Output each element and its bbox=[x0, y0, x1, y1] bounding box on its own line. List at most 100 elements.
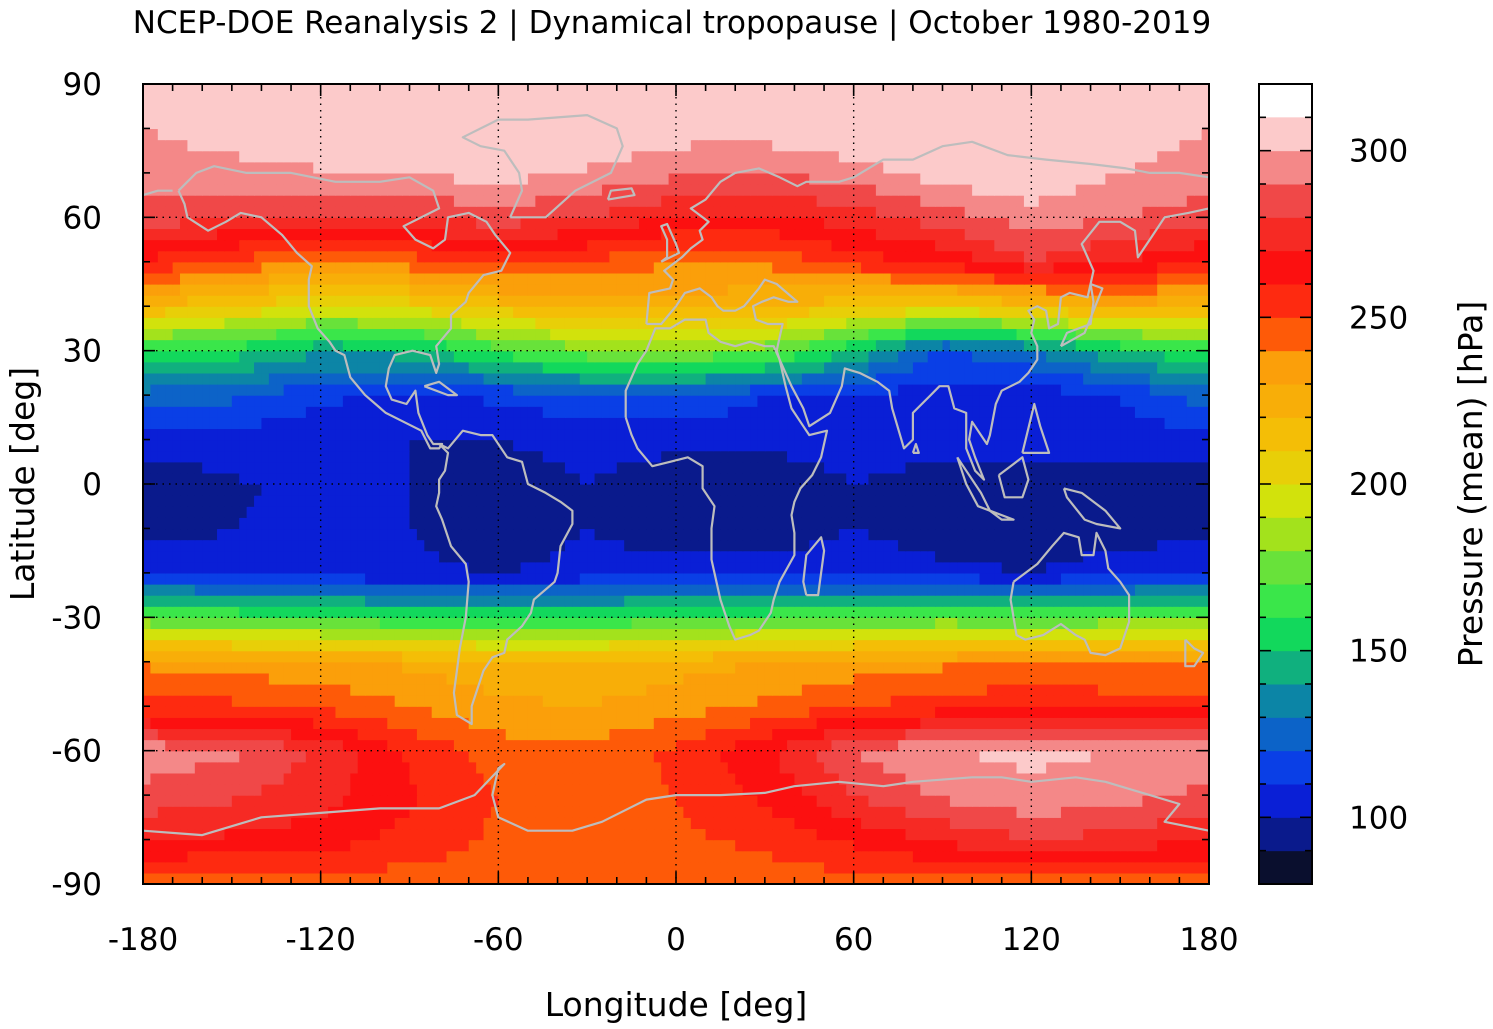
heatmap-cell bbox=[838, 639, 847, 652]
heatmap-cell bbox=[357, 728, 366, 741]
heatmap-cell bbox=[513, 728, 522, 741]
heatmap-cell bbox=[646, 506, 655, 518]
heatmap-cell bbox=[1083, 517, 1092, 530]
heatmap-cell bbox=[483, 584, 492, 596]
heatmap-cell bbox=[1157, 695, 1166, 707]
heatmap-cell bbox=[1009, 661, 1018, 674]
heatmap-cell bbox=[646, 639, 655, 652]
heatmap-cell bbox=[779, 706, 788, 718]
heatmap-cell bbox=[572, 817, 581, 830]
heatmap-cell bbox=[328, 728, 337, 741]
heatmap-cell bbox=[787, 684, 796, 696]
heatmap-cell bbox=[180, 639, 189, 652]
heatmap-cell bbox=[468, 684, 477, 696]
heatmap-cell bbox=[594, 495, 603, 507]
heatmap-cell bbox=[461, 728, 470, 741]
heatmap-cell bbox=[1179, 572, 1188, 585]
heatmap-cell bbox=[490, 839, 499, 852]
heatmap-cell bbox=[683, 750, 692, 763]
heatmap-cell bbox=[261, 595, 270, 607]
heatmap-cell bbox=[446, 495, 455, 507]
heatmap-cell bbox=[313, 506, 322, 518]
heatmap-cell bbox=[209, 795, 218, 807]
heatmap-cell bbox=[350, 761, 359, 774]
heatmap-cell bbox=[483, 684, 492, 696]
heatmap-cell bbox=[1142, 850, 1151, 863]
heatmap-cell bbox=[935, 517, 944, 530]
heatmap-cell bbox=[313, 661, 322, 674]
heatmap-cell bbox=[357, 561, 366, 574]
heatmap-cell bbox=[1149, 828, 1158, 841]
heatmap-cell bbox=[542, 850, 551, 863]
heatmap-cell bbox=[424, 717, 433, 730]
heatmap-cell bbox=[676, 539, 684, 552]
heatmap-cell bbox=[801, 628, 810, 641]
heatmap-cell bbox=[750, 572, 759, 585]
heatmap-cell bbox=[979, 528, 988, 541]
heatmap-cell bbox=[1068, 761, 1077, 774]
heatmap-cell bbox=[1060, 784, 1069, 796]
heatmap-cell bbox=[690, 672, 699, 685]
heatmap-cell bbox=[1186, 617, 1195, 630]
heatmap-cell bbox=[254, 661, 263, 674]
heatmap-cell bbox=[690, 839, 699, 852]
heatmap-cell bbox=[424, 650, 433, 663]
heatmap-cell bbox=[231, 672, 240, 685]
heatmap-cell bbox=[313, 728, 322, 741]
heatmap-cell bbox=[1038, 584, 1047, 596]
heatmap-cell bbox=[180, 795, 189, 807]
heatmap-cell bbox=[750, 495, 759, 507]
heatmap-cell bbox=[461, 550, 470, 563]
heatmap-cell bbox=[1053, 650, 1062, 663]
heatmap-cell bbox=[1157, 739, 1166, 752]
heatmap-cell bbox=[1127, 661, 1136, 674]
heatmap-cell bbox=[1134, 550, 1143, 563]
heatmap-cell bbox=[143, 595, 151, 607]
heatmap-cell bbox=[1157, 706, 1166, 718]
heatmap-cell bbox=[957, 617, 966, 630]
heatmap-cell bbox=[239, 639, 248, 652]
heatmap-cell bbox=[727, 817, 736, 830]
heatmap-cell bbox=[1038, 806, 1047, 818]
heatmap-cell bbox=[587, 650, 596, 663]
heatmap-cell bbox=[157, 572, 166, 585]
heatmap-cell bbox=[750, 695, 759, 707]
heatmap-cell bbox=[387, 806, 396, 818]
heatmap-cell bbox=[1142, 672, 1151, 685]
heatmap-cell bbox=[594, 539, 603, 552]
heatmap-cell bbox=[809, 828, 818, 841]
heatmap-cell bbox=[550, 595, 559, 607]
heatmap-cell bbox=[1038, 539, 1047, 552]
heatmap-cell bbox=[394, 739, 403, 752]
heatmap-cell bbox=[1075, 806, 1084, 818]
heatmap-cell bbox=[224, 772, 233, 785]
heatmap-cell bbox=[342, 517, 351, 530]
heatmap-cell bbox=[713, 717, 722, 730]
heatmap-cell bbox=[794, 817, 803, 830]
heatmap-cell bbox=[890, 661, 899, 674]
heatmap-cell bbox=[1016, 784, 1025, 796]
heatmap-cell bbox=[542, 872, 551, 885]
heatmap-cell bbox=[861, 595, 870, 607]
heatmap-cell bbox=[328, 650, 337, 663]
heatmap-cell bbox=[927, 784, 936, 796]
heatmap-cell bbox=[972, 528, 981, 541]
heatmap-cell bbox=[1105, 784, 1114, 796]
heatmap-cell bbox=[254, 850, 263, 863]
heatmap-cell bbox=[372, 784, 381, 796]
heatmap-cell bbox=[912, 561, 921, 574]
heatmap-cell bbox=[424, 606, 433, 618]
heatmap-cell bbox=[187, 606, 196, 618]
heatmap-cell bbox=[735, 817, 744, 830]
heatmap-cell bbox=[483, 850, 492, 863]
heatmap-cell bbox=[601, 861, 610, 874]
heatmap-cell bbox=[994, 639, 1003, 652]
heatmap-cell bbox=[305, 495, 314, 507]
heatmap-cell bbox=[328, 828, 337, 841]
heatmap-cell bbox=[224, 495, 233, 507]
heatmap-cell bbox=[372, 539, 381, 552]
heatmap-cell bbox=[846, 672, 855, 685]
heatmap-cell bbox=[1164, 561, 1173, 574]
heatmap-cell bbox=[194, 661, 203, 674]
heatmap-cell bbox=[328, 606, 337, 618]
